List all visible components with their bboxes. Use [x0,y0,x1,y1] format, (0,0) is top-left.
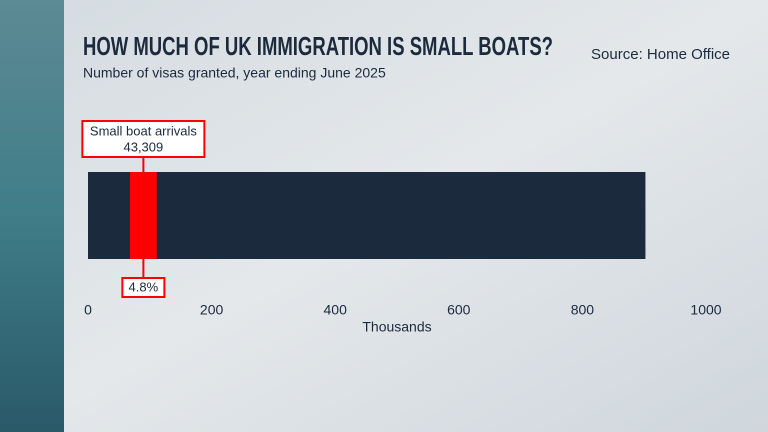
share-label: 4.8% [129,279,159,294]
chart-subtitle: Number of visas granted, year ending Jun… [83,65,386,81]
x-tick-label: 600 [447,302,471,318]
data-label: 43,309 [123,139,163,154]
x-tick-label: 0 [84,302,92,318]
callout-box [121,277,166,298]
bar [88,172,646,259]
legend-label: Small boat arrivals [90,123,197,138]
x-tick-label: 1000 [690,302,721,318]
x-tick-label: 400 [324,302,348,318]
x-tick-label: 800 [571,302,595,318]
side-strip [0,0,64,432]
x-axis-label: Thousands [362,319,431,335]
x-tick-label: 200 [200,302,224,318]
bar-segment [130,172,157,259]
chart-title: HOW MUCH OF UK IMMIGRATION IS SMALL BOAT… [83,31,553,61]
callout-box [81,120,206,158]
source: Source: Home Office [591,46,730,63]
